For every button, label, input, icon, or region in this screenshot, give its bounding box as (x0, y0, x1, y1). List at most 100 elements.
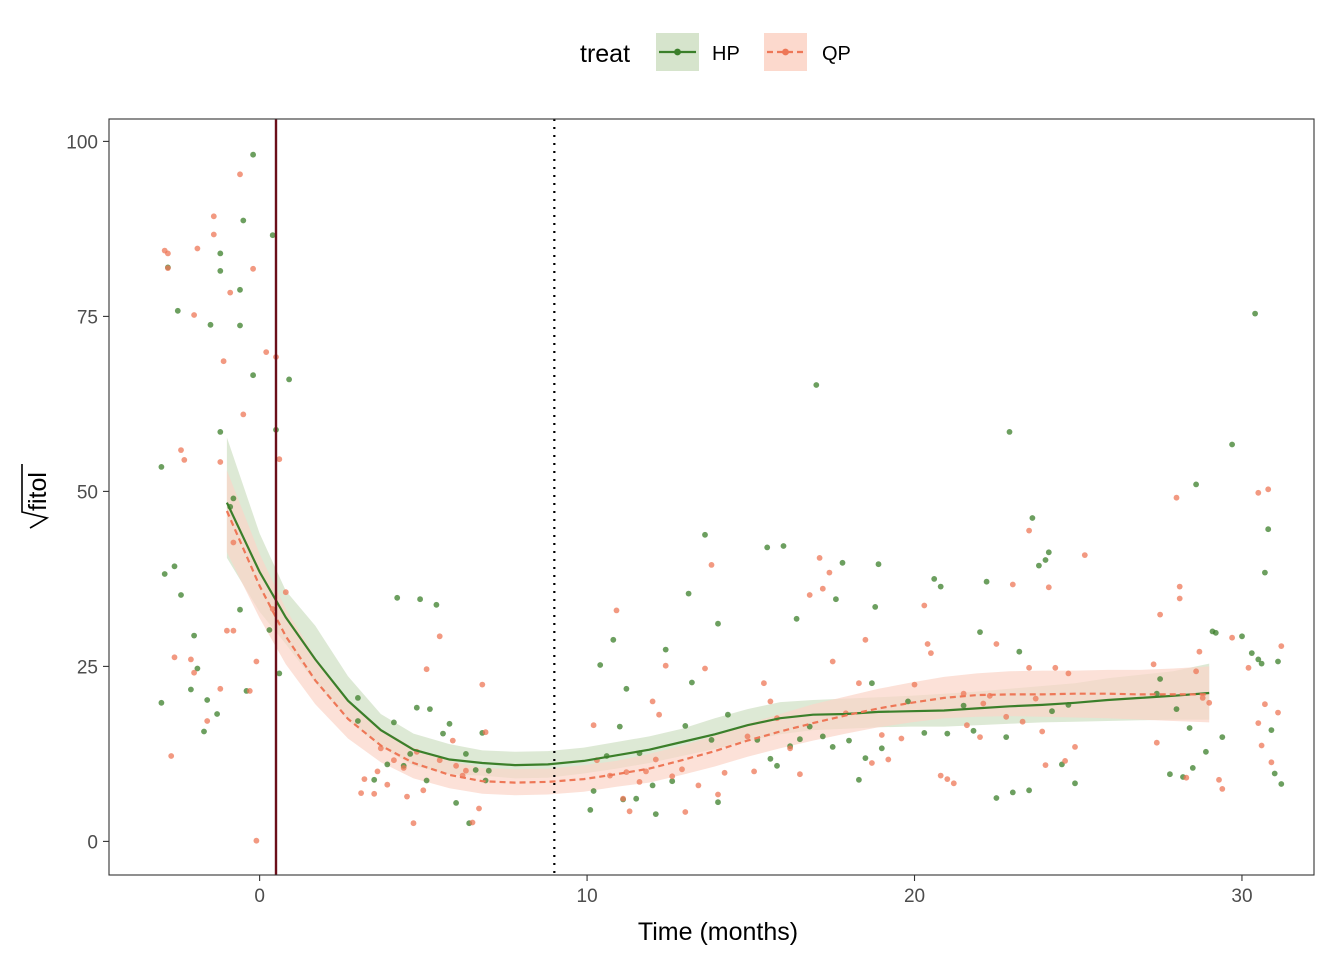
point-hp (217, 429, 224, 435)
point-qp (806, 592, 813, 598)
legend-label-qp: QP (822, 43, 851, 65)
point-hp (237, 286, 243, 293)
point-hp (355, 695, 361, 701)
point-qp (1009, 581, 1016, 588)
point-qp (171, 654, 178, 661)
point-qp (652, 756, 659, 763)
point-qp (797, 771, 803, 778)
point-hp (970, 727, 977, 734)
point-qp (921, 602, 928, 609)
point-qp (246, 688, 253, 694)
point-hp (1278, 781, 1285, 787)
point-qp (227, 289, 234, 296)
point-qp (423, 666, 430, 673)
point-hp (960, 702, 967, 709)
point-qp (436, 757, 443, 764)
point-qp (1183, 774, 1190, 781)
point-hp (590, 788, 597, 794)
legend-label-hp: HP (712, 43, 740, 65)
fit-line-layer (225, 502, 1210, 784)
point-qp (1052, 664, 1059, 671)
point-hp (862, 755, 869, 761)
point-qp (1045, 584, 1052, 591)
point-qp (980, 700, 987, 707)
point-qp (620, 795, 626, 802)
point-hp (269, 232, 276, 239)
point-hp (1189, 765, 1196, 771)
x-axis: 0 10 20 30 (254, 875, 1253, 907)
point-qp (944, 776, 951, 782)
point-qp (1275, 709, 1281, 716)
point-hp (839, 559, 846, 566)
point-qp (479, 681, 486, 688)
point-hp (652, 811, 659, 817)
point-qp (744, 733, 751, 740)
point-qp (1278, 643, 1285, 649)
legend-key-hp-point (674, 48, 681, 56)
point-qp (1176, 595, 1183, 602)
point-hp (1036, 562, 1042, 569)
point-qp (377, 745, 384, 752)
y-axis: 0 25 50 75 100 (66, 132, 109, 853)
point-qp (829, 658, 836, 665)
point-hp (833, 596, 839, 603)
point-hp (427, 706, 433, 712)
point-qp (469, 819, 476, 826)
point-qp (404, 793, 410, 800)
point-hp (937, 583, 944, 590)
point-hp (446, 720, 453, 727)
point-hp (905, 698, 911, 705)
point-hp (869, 680, 875, 687)
point-hp (355, 718, 361, 724)
point-qp (662, 662, 669, 669)
point-qp (787, 745, 793, 752)
reference-line-layer (274, 119, 556, 875)
point-qp (715, 791, 721, 798)
point-hp (158, 699, 165, 706)
point-qp (384, 781, 391, 788)
point-qp (178, 447, 184, 453)
point-qp (1019, 718, 1026, 725)
point-qp (476, 805, 482, 812)
point-qp (1081, 552, 1088, 558)
point-qp (1219, 786, 1226, 792)
point-qp (1206, 699, 1213, 706)
point-qp (856, 680, 862, 687)
point-hp (1006, 429, 1013, 435)
point-qp (964, 722, 970, 729)
fit-line-hp (225, 502, 1210, 767)
point-qp (374, 768, 381, 775)
point-qp (885, 756, 892, 763)
point-hp (188, 686, 194, 693)
point-qp (1196, 648, 1203, 655)
point-hp (1258, 660, 1265, 667)
point-hp (171, 563, 178, 570)
point-layer (158, 151, 1285, 844)
point-hp (214, 711, 221, 717)
point-hp (191, 632, 198, 639)
point-qp (761, 680, 767, 687)
point-hp (708, 737, 715, 743)
y-axis-title: fitol (21, 464, 52, 529)
point-qp (217, 459, 224, 465)
point-hp (662, 646, 669, 653)
point-qp (230, 539, 237, 546)
point-qp (1229, 634, 1235, 641)
point-qp (708, 562, 715, 568)
point-qp (1065, 670, 1072, 677)
point-qp (656, 711, 662, 718)
point-hp (872, 604, 879, 610)
point-qp (188, 656, 194, 663)
point-hp (1252, 310, 1258, 317)
point-hp (1049, 708, 1055, 715)
point-qp (181, 457, 188, 463)
point-qp (263, 349, 270, 355)
point-qp (194, 245, 201, 252)
point-hp (875, 561, 882, 568)
point-hp (207, 321, 214, 328)
point-qp (204, 718, 211, 724)
legend-key-qp-point (782, 48, 789, 56)
point-hp (793, 615, 800, 622)
point-qp (1039, 728, 1046, 735)
